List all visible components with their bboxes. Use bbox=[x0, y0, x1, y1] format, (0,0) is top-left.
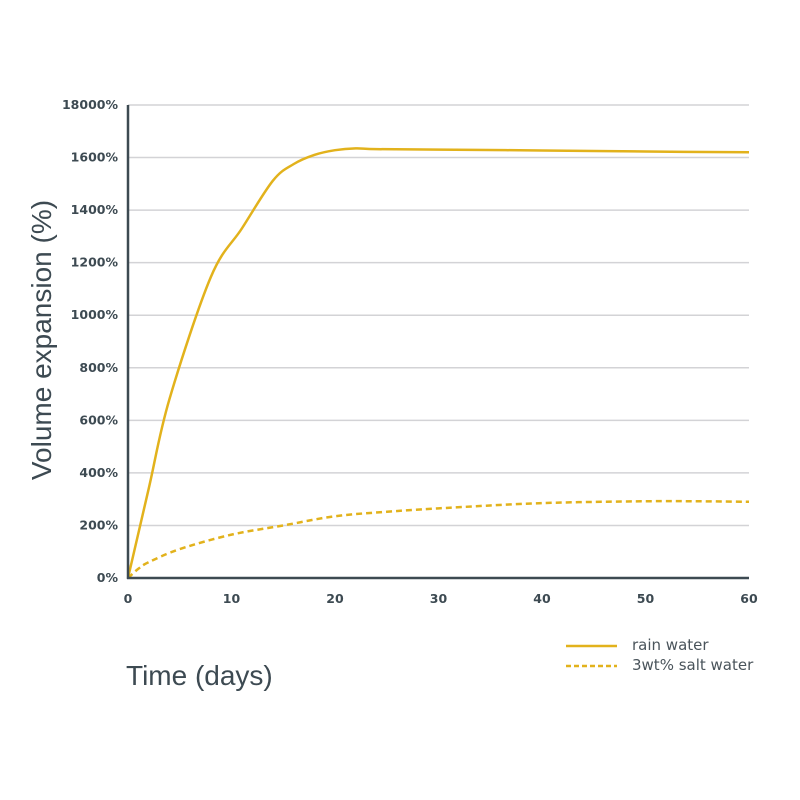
x-tick-label: 30 bbox=[430, 591, 448, 606]
legend-label-salt-water: 3wt% salt water bbox=[632, 656, 754, 674]
y-axis-label: Volume expansion (%) bbox=[26, 199, 57, 481]
x-tick-label: 50 bbox=[637, 591, 655, 606]
y-tick-label: 0% bbox=[97, 570, 119, 585]
series-line-salt-water bbox=[127, 499, 750, 579]
y-tick-label: 1000% bbox=[71, 307, 119, 322]
y-tick-label: 800% bbox=[79, 360, 118, 375]
y-tick-label: 1200% bbox=[71, 255, 119, 270]
y-tick-label: 18000% bbox=[62, 97, 118, 112]
x-tick-label: 10 bbox=[223, 591, 241, 606]
legend-label-rain-water: rain water bbox=[632, 636, 709, 654]
x-tick-label: 0 bbox=[124, 591, 133, 606]
x-tick-label: 40 bbox=[533, 591, 551, 606]
y-tick-label: 1400% bbox=[71, 202, 119, 217]
y-tick-label: 1600% bbox=[71, 150, 119, 165]
y-tick-label: 200% bbox=[79, 517, 118, 532]
y-tick-label: 400% bbox=[79, 465, 118, 480]
x-tick-label: 60 bbox=[740, 591, 758, 606]
y-tick-label: 600% bbox=[79, 412, 118, 427]
x-tick-label: 20 bbox=[326, 591, 344, 606]
series-line-rain-water bbox=[126, 147, 750, 579]
x-axis-label: Time (days) bbox=[126, 660, 273, 691]
